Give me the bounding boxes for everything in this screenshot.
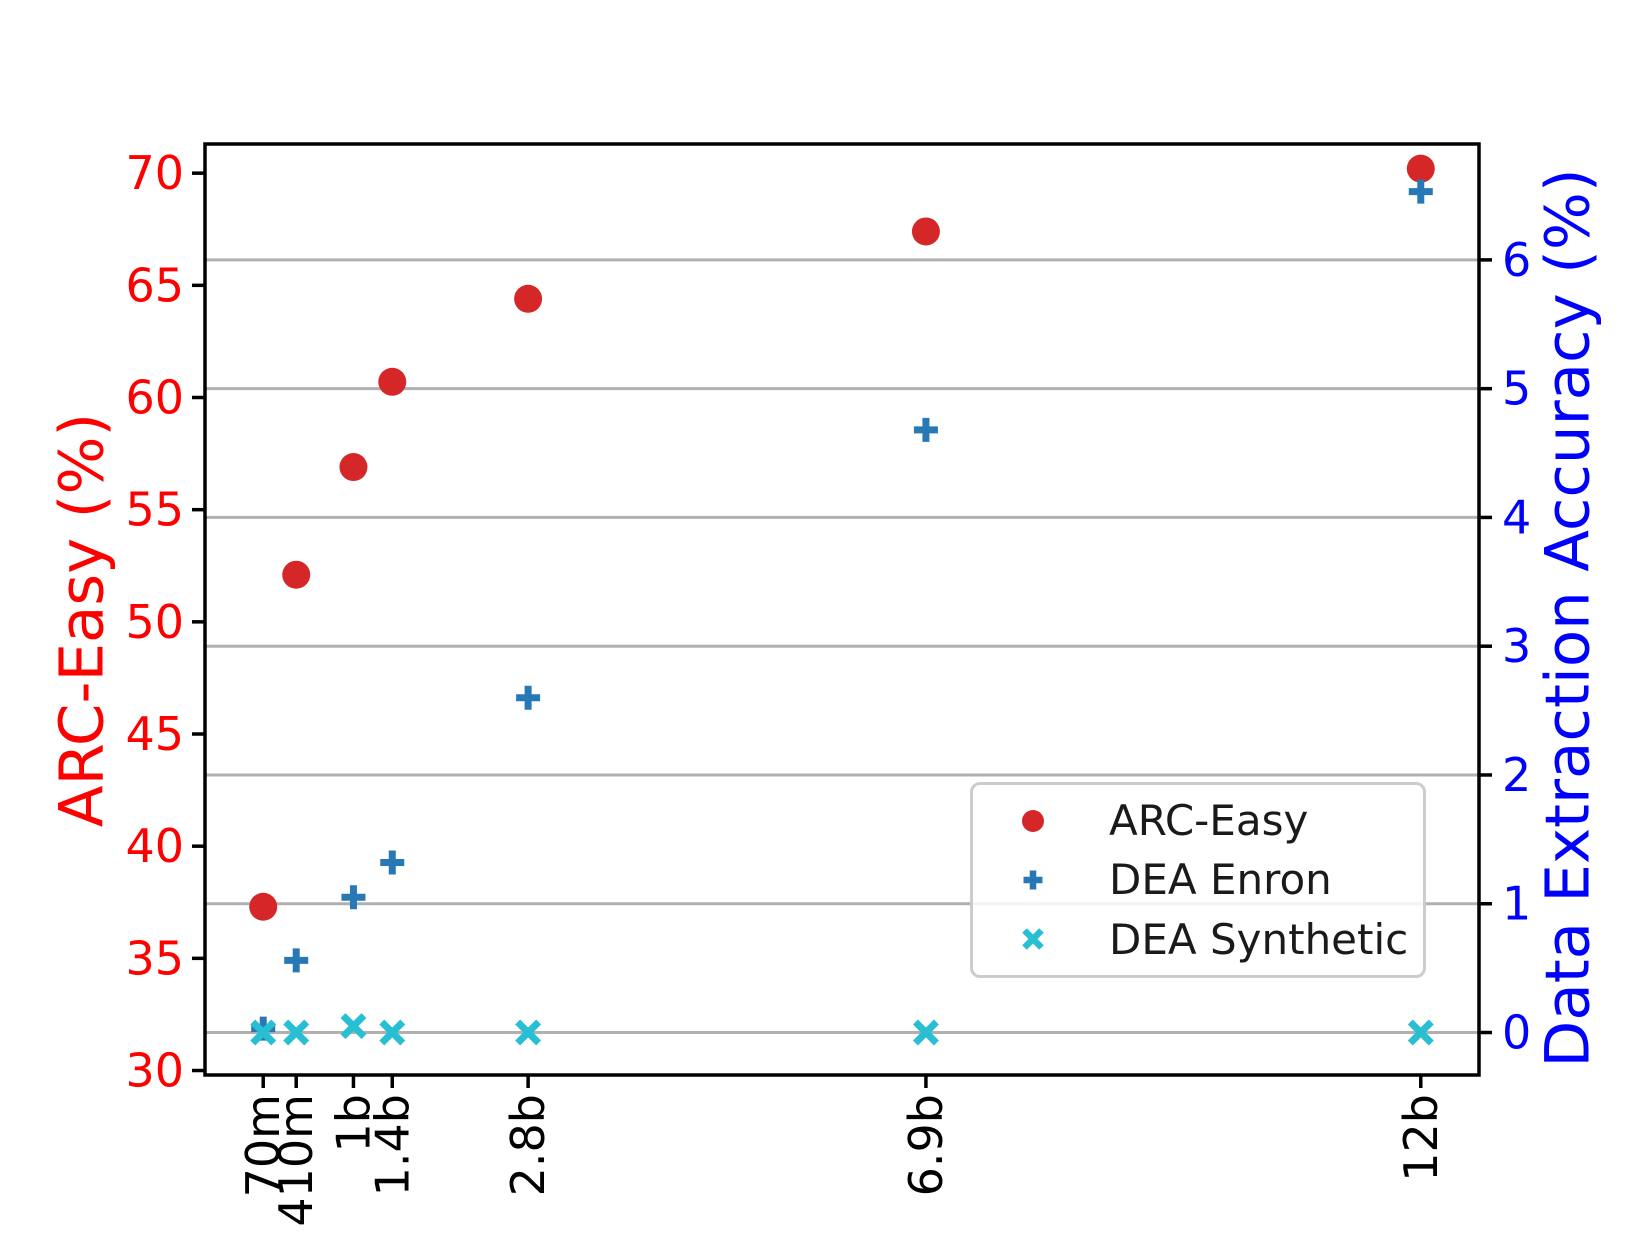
left-tick-label: 30 [125,1044,184,1098]
gridline-layer [205,258,1479,1035]
circle-marker-icon [973,806,1093,836]
x-tick-label: 2.8b [501,1094,555,1196]
left-tick-label: 70 [125,146,184,200]
dea-enron-point [516,685,541,710]
right-axis-label: Data Extraction Accuracy (%) [1533,168,1604,1067]
x-tick-label: 1.4b [365,1094,419,1196]
legend-item-arc-easy: ARC-Easy [973,792,1423,850]
left-tick-label: 55 [125,483,184,537]
arc-easy-point [1406,154,1435,183]
x-tick-label: 1b [326,1094,380,1152]
axes-layer [192,142,1492,1088]
left-tick-label: 50 [125,595,184,649]
dea-synthetic-point [250,1019,277,1046]
legend-label-dea-enron: DEA Enron [1109,855,1332,905]
arc-easy-point [514,284,543,313]
legend-label-arc-easy: ARC-Easy [1109,796,1309,846]
dea-enron-point [341,885,366,910]
left-tick-label: 65 [125,258,184,312]
right-tick-label: 6 [1502,233,1531,287]
right-tick-label: 0 [1502,1006,1531,1060]
plot-spines [203,142,1481,1077]
dea-synthetic-point [283,1019,310,1046]
dea-synthetic-point [515,1019,542,1046]
dea-enron-point [913,417,938,442]
right-tick-label: 3 [1502,619,1531,673]
arc-easy-point [378,367,407,396]
dea-synthetic-point [1407,1019,1434,1046]
dea-synthetic-point [340,1013,367,1040]
right-tick-label: 1 [1502,877,1531,931]
dea-enron-point [380,850,405,875]
left-tick-label: 35 [125,931,184,985]
x-tick-label: 12b [1394,1094,1448,1182]
right-tick-label: 4 [1502,490,1531,544]
x-tick-label: 410m [269,1094,323,1227]
legend-item-dea-synthetic: DEA Synthetic [973,910,1423,968]
x-marker-icon [973,924,1093,954]
legend-label-dea-synthetic: DEA Synthetic [1109,914,1409,964]
arc-easy-point [911,217,940,246]
left-tick-label: 45 [125,707,184,761]
dea-enron-point [284,948,309,973]
dea-synthetic-point [379,1019,406,1046]
left-tick-label: 40 [125,819,184,873]
x-tick-label: 6.9b [899,1094,953,1196]
right-tick-label: 5 [1502,362,1531,416]
arc-easy-point [282,560,311,589]
legend: ARC-Easy DEA Enron DEA Synthetic [970,782,1426,978]
left-tick-label: 60 [125,371,184,425]
plus-marker-icon [973,865,1093,895]
left-axis-label: ARC-Easy (%) [47,413,118,827]
data-marker-layer [249,154,1435,1046]
right-tick-label: 2 [1502,748,1531,802]
x-tick-label: 70m [236,1094,290,1197]
arc-easy-point [249,892,278,921]
dea-synthetic-point [912,1019,939,1046]
legend-item-dea-enron: DEA Enron [973,851,1423,909]
dea-enron-point [1408,179,1433,204]
arc-easy-point [339,453,368,482]
